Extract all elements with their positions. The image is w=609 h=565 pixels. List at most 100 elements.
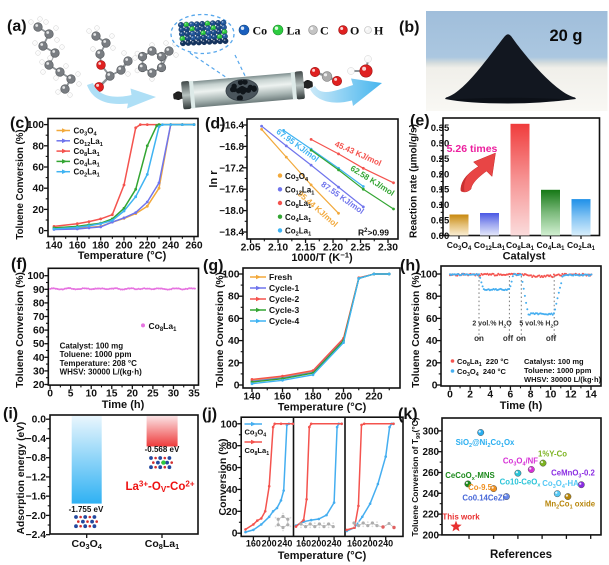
- svg-text:Co2​La1​: Co2​La1​: [567, 240, 596, 252]
- svg-text:Time (h): Time (h): [102, 399, 145, 411]
- svg-text:(a): (a): [7, 18, 27, 35]
- svg-text:8: 8: [528, 390, 534, 401]
- svg-text:220: 220: [365, 392, 382, 403]
- svg-text:180: 180: [304, 392, 321, 403]
- svg-text:−16.4: −16.4: [219, 121, 244, 132]
- svg-text:O: O: [350, 24, 359, 38]
- svg-text:20: 20: [127, 389, 139, 400]
- svg-text:50: 50: [33, 339, 45, 350]
- svg-text:140: 140: [243, 392, 260, 403]
- svg-text:0.10: 0.10: [431, 200, 450, 211]
- svg-text:−1.6: −1.6: [26, 492, 47, 503]
- svg-text:(b): (b): [399, 19, 419, 36]
- svg-text:Cycle-4: Cycle-4: [269, 316, 300, 326]
- svg-text:2 vol.% H2​O: 2 vol.% H2​O: [472, 321, 512, 330]
- svg-text:200: 200: [423, 530, 440, 541]
- svg-text:200: 200: [335, 392, 352, 403]
- svg-text:5.26 times: 5.26 times: [447, 143, 498, 155]
- svg-text:200: 200: [363, 539, 378, 549]
- svg-text:−0.8: −0.8: [26, 453, 47, 464]
- svg-text:25: 25: [147, 389, 159, 400]
- svg-text:Co8​La1​: Co8​La1​: [145, 538, 179, 551]
- svg-text:180: 180: [92, 241, 109, 252]
- svg-text:Cycle-1: Cycle-1: [269, 283, 300, 293]
- svg-text:Co8​La1​: Co8​La1​: [506, 240, 535, 252]
- svg-text:0.25: 0.25: [431, 154, 450, 165]
- svg-text:R2​>0.99: R2​>0.99: [358, 228, 389, 238]
- svg-text:CeMnO3​-0.2: CeMnO3​-0.2: [551, 469, 595, 480]
- svg-text:30: 30: [33, 366, 45, 377]
- svg-text:40: 40: [426, 336, 438, 347]
- svg-text:160: 160: [69, 241, 86, 252]
- svg-text:Catalyst: 100 mg: Catalyst: 100 mg: [524, 357, 584, 366]
- svg-text:80: 80: [226, 441, 238, 452]
- svg-text:240: 240: [378, 539, 393, 549]
- svg-text:0: 0: [447, 390, 453, 401]
- svg-text:Fresh: Fresh: [269, 272, 292, 282]
- svg-text:20: 20: [228, 358, 240, 369]
- svg-text:Co10-CeOx​: Co10-CeOx​: [500, 478, 541, 489]
- svg-text:45.43 KJ/mol: 45.43 KJ/mol: [333, 139, 382, 168]
- svg-text:ln r: ln r: [208, 170, 220, 188]
- svg-text:67.95 KJ/mol: 67.95 KJ/mol: [275, 127, 321, 164]
- svg-text:2.15: 2.15: [296, 243, 316, 254]
- svg-text:5: 5: [68, 389, 74, 400]
- svg-text:-1.755 eV: -1.755 eV: [69, 505, 104, 514]
- svg-text:0: 0: [232, 529, 238, 540]
- svg-text:Co4​La1​: Co4​La1​: [74, 157, 100, 168]
- svg-text:(d): (d): [205, 116, 225, 133]
- svg-text:240: 240: [327, 539, 342, 549]
- svg-text:40: 40: [228, 336, 240, 347]
- svg-text:60: 60: [33, 163, 45, 174]
- svg-text:220: 220: [139, 241, 156, 252]
- svg-text:160: 160: [347, 539, 362, 549]
- svg-text:0: 0: [47, 389, 53, 400]
- svg-text:4: 4: [487, 390, 493, 401]
- svg-text:−1.2: −1.2: [26, 472, 47, 483]
- svg-text:80: 80: [33, 298, 45, 309]
- svg-text:100: 100: [420, 270, 437, 281]
- svg-text:H: H: [374, 24, 384, 38]
- svg-text:0.05: 0.05: [431, 216, 450, 227]
- svg-text:12: 12: [565, 390, 577, 401]
- svg-text:80: 80: [33, 141, 45, 152]
- svg-text:0: 0: [432, 381, 438, 392]
- svg-text:Cycle-2: Cycle-2: [269, 294, 300, 304]
- svg-text:References: References: [490, 549, 552, 561]
- svg-text:70: 70: [33, 312, 45, 323]
- svg-text:2.10: 2.10: [268, 243, 288, 254]
- svg-text:Time (h): Time (h): [500, 400, 543, 412]
- svg-text:2.20: 2.20: [323, 243, 343, 254]
- svg-text:−16.8: −16.8: [219, 142, 244, 153]
- svg-text:0.00: 0.00: [431, 231, 450, 242]
- svg-text:Temperature (°C): Temperature (°C): [78, 250, 167, 262]
- svg-text:200: 200: [115, 241, 132, 252]
- svg-text:(e): (e): [410, 113, 430, 130]
- svg-text:0.20: 0.20: [431, 169, 450, 180]
- svg-text:35: 35: [188, 389, 200, 400]
- svg-text:60: 60: [226, 463, 238, 474]
- svg-text:140: 140: [45, 241, 62, 252]
- svg-text:Co8​La1​ 220 °C: Co8​La1​ 220 °C: [457, 357, 509, 368]
- svg-text:260: 260: [185, 241, 202, 252]
- svg-text:60: 60: [426, 314, 438, 325]
- svg-text:C: C: [320, 24, 329, 38]
- svg-text:Toluene Conversion of T90​(°C): Toluene Conversion of T90​(°C): [410, 417, 422, 536]
- svg-text:Co8​La1​: Co8​La1​: [74, 147, 100, 158]
- svg-text:240: 240: [423, 489, 440, 500]
- svg-text:La: La: [287, 24, 301, 38]
- svg-text:100: 100: [27, 120, 44, 131]
- svg-text:Toluene Conversion (%): Toluene Conversion (%): [15, 272, 26, 388]
- svg-text:-0.568 eV: -0.568 eV: [145, 445, 180, 454]
- svg-text:(g): (g): [203, 258, 223, 275]
- svg-text:Conversion (%): Conversion (%): [217, 438, 229, 515]
- svg-text:160: 160: [246, 539, 261, 549]
- svg-text:10: 10: [545, 390, 557, 401]
- svg-text:Catalyst: 100 mg: Catalyst: 100 mg: [60, 342, 124, 351]
- svg-text:Mn2​Co1​ oxide: Mn2​Co1​ oxide: [545, 500, 596, 511]
- svg-text:(i): (i): [3, 406, 18, 423]
- svg-text:60: 60: [33, 326, 45, 337]
- svg-text:−0.4: −0.4: [26, 434, 47, 445]
- svg-text:−18.4: −18.4: [219, 228, 244, 239]
- svg-text:0.30: 0.30: [431, 138, 450, 149]
